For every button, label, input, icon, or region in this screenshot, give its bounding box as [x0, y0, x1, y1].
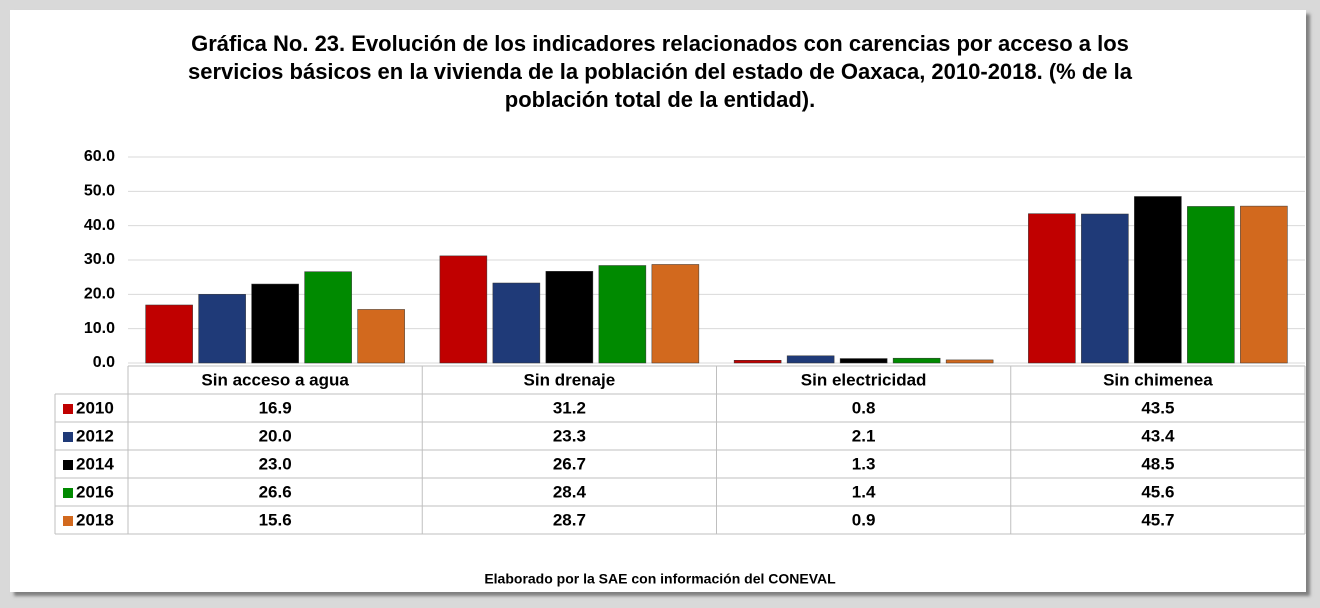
chart-title: Gráfica No. 23. Evolución de los indicad… — [188, 31, 1132, 112]
table-value: 1.4 — [852, 482, 876, 501]
source-note: Elaborado por la SAE con información del… — [484, 571, 836, 587]
bar — [357, 309, 405, 364]
legend-label: 2012 — [76, 426, 114, 445]
bar — [145, 304, 193, 364]
bar — [733, 360, 782, 364]
legend-key — [63, 516, 73, 526]
table-value: 23.3 — [553, 426, 586, 445]
x-tick-label: Sin acceso a agua — [201, 370, 349, 389]
table-value: 16.9 — [259, 398, 292, 417]
table-value: 23.0 — [259, 454, 292, 473]
bar — [1028, 213, 1076, 364]
y-tick-label: 40.0 — [84, 217, 115, 234]
table-value: 48.5 — [1141, 454, 1174, 473]
table-value: 0.8 — [852, 398, 876, 417]
bar — [304, 271, 352, 364]
table-value: 0.9 — [852, 510, 876, 529]
table-value: 15.6 — [259, 510, 292, 529]
y-tick-label: 20.0 — [84, 286, 115, 303]
x-tick-label: Sin electricidad — [801, 370, 927, 389]
legend-key — [63, 432, 73, 442]
legend-label: 2014 — [76, 454, 114, 473]
table-value: 2.1 — [852, 426, 876, 445]
bar — [439, 255, 488, 364]
legend-label: 2010 — [76, 398, 114, 417]
bar — [1081, 213, 1129, 364]
bar — [892, 357, 941, 364]
table-value: 43.4 — [1141, 426, 1175, 445]
bar — [598, 265, 647, 364]
bar — [839, 358, 888, 364]
legend-key — [63, 404, 73, 414]
table-value: 26.6 — [259, 482, 292, 501]
table-value: 26.7 — [553, 454, 586, 473]
bar — [251, 283, 299, 364]
bar — [492, 282, 541, 364]
x-tick-label: Sin chimenea — [1103, 370, 1213, 389]
y-tick-label: 10.0 — [84, 320, 115, 337]
bar — [1240, 205, 1288, 364]
y-tick-label: 50.0 — [84, 183, 115, 200]
bar — [198, 294, 246, 364]
table-value: 45.7 — [1141, 510, 1174, 529]
bar — [945, 359, 994, 364]
y-tick-label: 0.0 — [93, 354, 115, 371]
legend-key — [63, 460, 73, 470]
table-value: 43.5 — [1141, 398, 1174, 417]
table-value: 28.7 — [553, 510, 586, 529]
y-tick-label: 30.0 — [84, 251, 115, 268]
x-tick-label: Sin drenaje — [524, 370, 616, 389]
table-value: 45.6 — [1141, 482, 1174, 501]
table-value: 1.3 — [852, 454, 876, 473]
bar — [786, 355, 835, 364]
table-value: 20.0 — [259, 426, 292, 445]
y-tick-label: 60.0 — [84, 148, 115, 165]
table-value: 28.4 — [553, 482, 587, 501]
bar — [651, 264, 700, 364]
bar — [1134, 196, 1182, 364]
legend-label: 2018 — [76, 510, 114, 529]
legend-label: 2016 — [76, 482, 114, 501]
legend-key — [63, 488, 73, 498]
bar — [545, 271, 594, 364]
bar — [1187, 206, 1235, 364]
table-value: 31.2 — [553, 398, 586, 417]
